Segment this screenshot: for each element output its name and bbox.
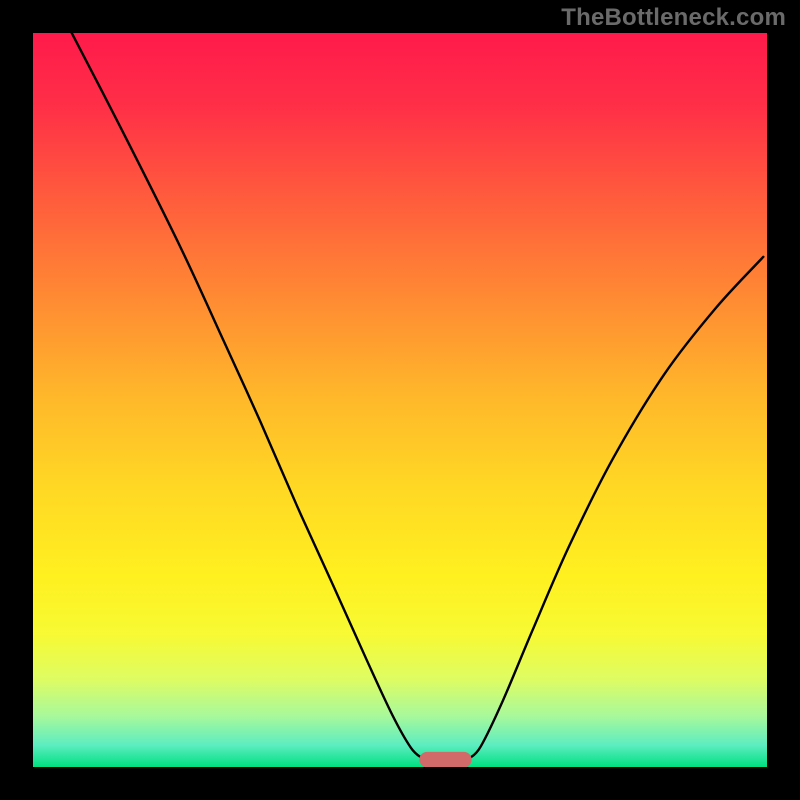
plot-area bbox=[33, 33, 767, 767]
optimal-marker bbox=[420, 752, 471, 767]
bottleneck-chart bbox=[0, 0, 800, 800]
chart-container: TheBottleneck.com bbox=[0, 0, 800, 800]
watermark-text: TheBottleneck.com bbox=[561, 4, 786, 32]
